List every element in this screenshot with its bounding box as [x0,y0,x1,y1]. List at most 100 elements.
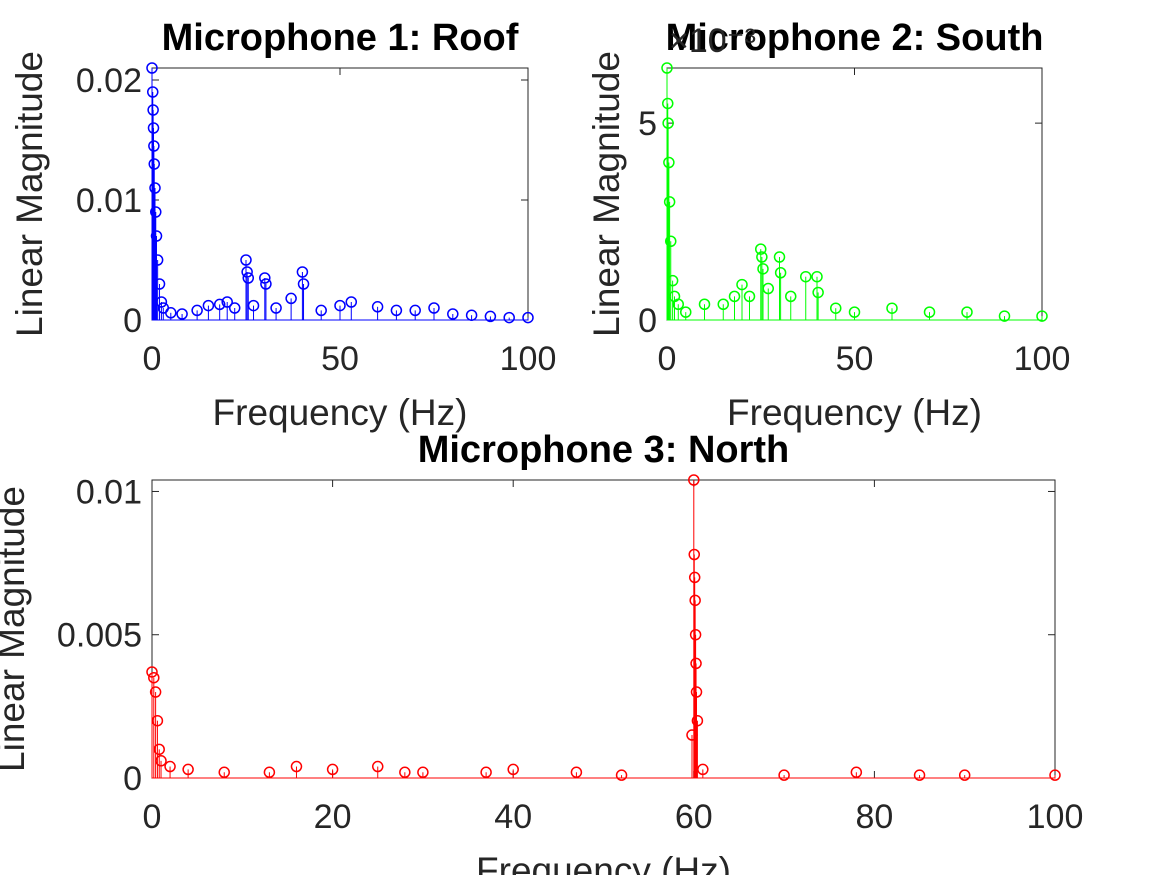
stem-marker [774,267,787,279]
stem-marker [150,230,163,242]
stem-marker [507,763,519,776]
chart-title: Microphone 1: Roof [162,17,519,59]
stem-marker [778,769,790,781]
y-tick-label: 0 [638,302,657,340]
y-tick-label: 0 [123,760,142,798]
stem-marker [399,766,411,779]
x-tick-label: 0 [658,340,677,378]
y-multiplier: ×10⁻³ [669,22,756,60]
stem-marker [202,299,215,312]
stem-marker [241,266,253,278]
stem-marker [164,760,176,773]
stem-marker [755,243,767,255]
stem-marker [149,182,161,194]
stem-marker [850,766,863,779]
stem-marker [570,766,583,779]
stem-marker [228,302,241,314]
stem-marker [176,308,188,320]
stem-marker [689,594,701,607]
stem-marker [221,296,233,308]
stem-marker [372,760,384,773]
stem-marker [662,117,674,129]
stem-marker [146,62,158,74]
stem-marker [465,309,478,321]
stem-marker [409,304,421,317]
y-axis-label: Linear Magnitude [9,51,50,337]
stem-marker [958,769,971,781]
stem-marker [690,657,702,670]
stem-marker [666,274,679,287]
stem-marker [191,304,203,317]
subplot: 0 50 100 0 5 Microphone 2: South Frequency (Hz… [586,17,1070,433]
stem-marker [503,311,515,324]
stem-marker [147,104,159,116]
stem-marker [998,310,1011,322]
y-tick-label: 0.01 [76,182,142,220]
stem-marker [886,302,898,314]
y-tick-label: 0.005 [57,617,142,655]
stem-marker [148,140,160,152]
stem-marker [691,714,704,727]
stem-marker [848,306,861,318]
stem-marker [717,298,729,310]
y-axis-label: Linear Magnitude [0,486,32,772]
stem-marker [334,299,346,312]
stem-marker [315,304,327,317]
stem-marker [1049,769,1061,781]
stem-marker [153,743,165,756]
x-tick-label: 100 [1027,798,1084,836]
stem-marker [736,278,748,291]
x-tick-label: 40 [494,798,532,836]
stem-marker [155,755,167,767]
stem-marker [812,286,824,299]
stem-marker [661,62,673,74]
stem-marker [247,299,260,312]
stem-marker [1036,310,1048,322]
stem-marker [447,308,459,320]
stem-marker [146,666,158,678]
x-tick-label: 50 [321,340,359,378]
stem-marker [151,714,164,727]
stem-marker [688,571,701,584]
stem-marker [690,686,703,698]
stem-marker [417,766,429,779]
stem-marker [663,156,675,169]
axes-box [666,67,1043,321]
stem-marker [762,282,774,295]
x-tick-label: 100 [1014,340,1071,378]
stem-marker [522,311,534,324]
stem-marker [923,306,936,318]
x-axis-label: Frequency (Hz) [476,850,731,875]
subplot: 0 20 40 60 80 100 0 0.005 0.01 Microphone 3: Nort… [0,429,1084,880]
stem-marker [390,304,403,317]
stem-marker [242,272,255,284]
stem-marker [830,302,842,314]
y-tick-label: 0.01 [76,473,142,511]
stem-marker [240,254,252,266]
stem-marker [149,686,162,698]
stem-marker [263,766,276,779]
axes-box [151,67,529,321]
x-tick-label: 50 [836,340,874,378]
x-tick-label: 0 [143,798,162,836]
stem-marker [728,290,741,303]
stem-marker [698,298,711,310]
stem-marker [285,292,297,305]
x-tick-label: 0 [143,340,162,378]
y-tick-label: 5 [638,105,657,143]
stem-marker [148,671,160,684]
chart-title: Microphone 2: South [666,17,1044,59]
stem-marker [913,769,926,781]
x-tick-label: 60 [675,798,713,836]
stem-marker [260,278,272,290]
stem-marker [155,296,168,308]
stem-marker [785,290,797,303]
stem-marker [961,306,973,318]
stem-marker [326,763,339,776]
stem-marker [371,301,384,313]
stem-marker [811,270,823,283]
stem-marker [663,196,676,208]
y-axis-label: Linear Magnitude [586,51,627,337]
x-axis-label: Frequency (Hz) [727,392,982,433]
